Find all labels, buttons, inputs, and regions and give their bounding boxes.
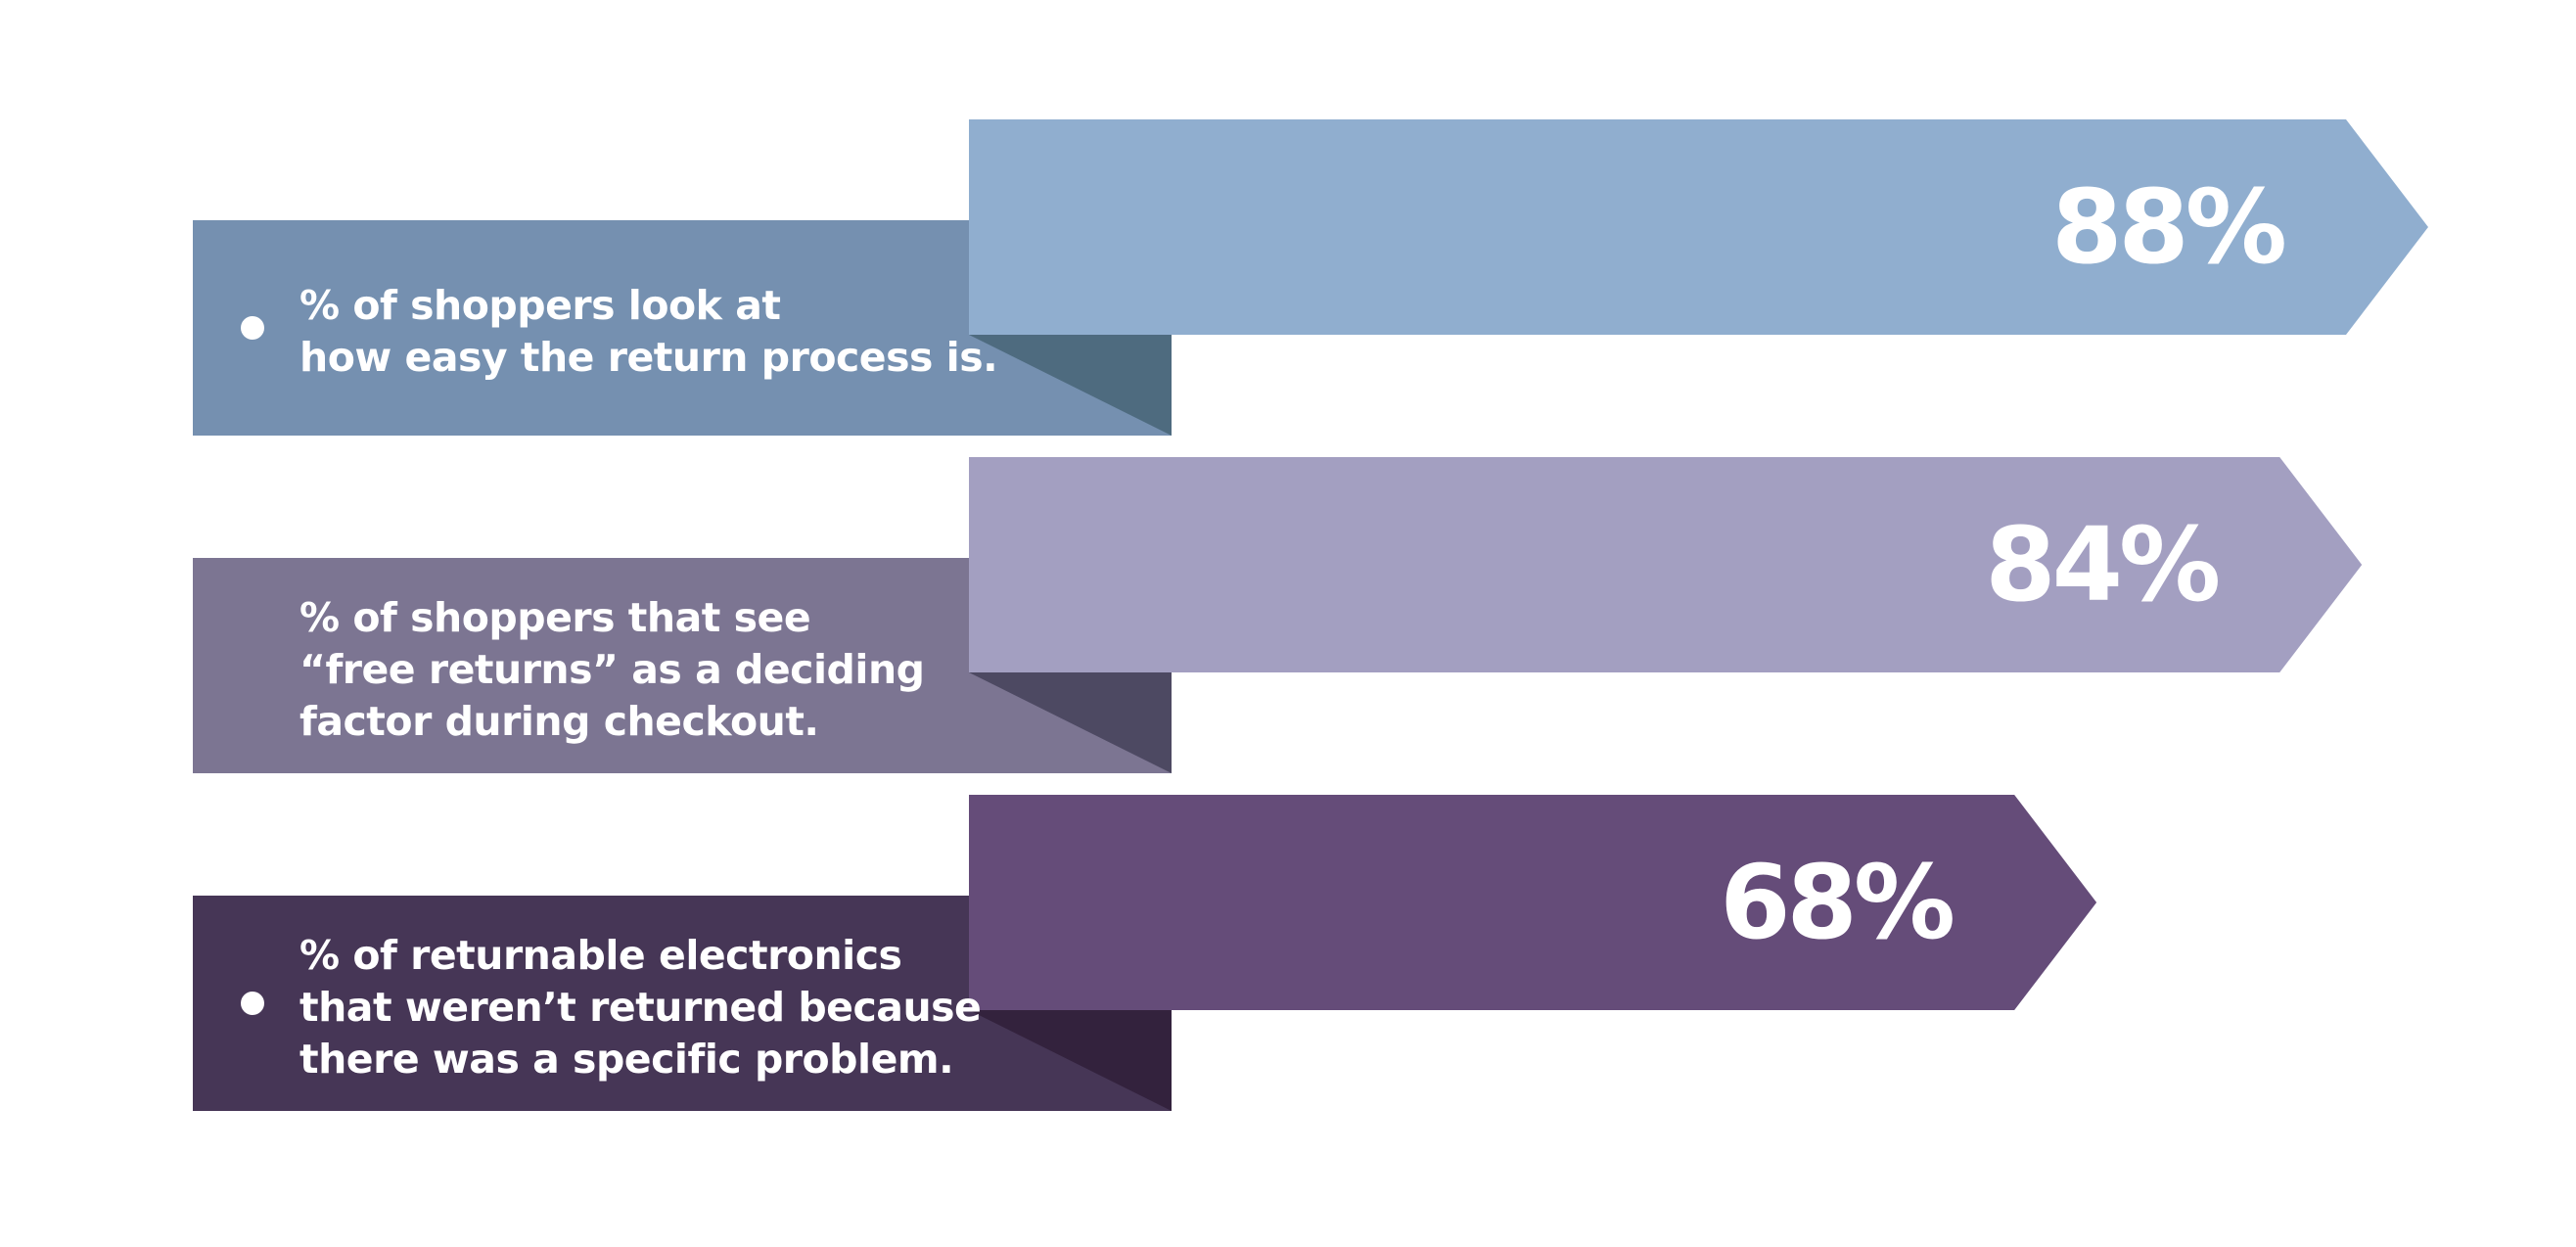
- value-label-2: 84%: [1985, 505, 2218, 624]
- value-label-1: 88%: [2051, 167, 2284, 287]
- category-label-line: there was a specific problem.: [299, 1035, 954, 1083]
- value-bar-1: [969, 119, 2428, 335]
- bar-group-1: 88%: [193, 119, 2428, 436]
- fold-shadow-3: [969, 1010, 1172, 1111]
- fold-shadow-1: [969, 335, 1172, 436]
- bar-group-3: 68%: [193, 795, 2097, 1111]
- category-label-2: % of shoppers that see “free returns” as …: [299, 592, 925, 748]
- value-bar-3: [969, 795, 2097, 1010]
- category-label-line: how easy the return process is.: [299, 334, 998, 381]
- category-label-line: that weren’t returned because: [299, 983, 982, 1031]
- category-label-line: % of shoppers that see: [299, 593, 811, 641]
- bullet-dot-icon: [241, 316, 264, 340]
- fold-shadow-2: [969, 672, 1172, 773]
- category-label-line: factor during checkout.: [299, 697, 819, 745]
- bar-group-2: 84%: [193, 457, 2363, 773]
- category-label-line: % of returnable electronics: [299, 931, 902, 979]
- value-bar-2: [969, 457, 2363, 672]
- bullet-dot-icon: [241, 992, 264, 1015]
- category-label-line: % of shoppers look at: [299, 282, 781, 329]
- category-label-1: % of shoppers look at how easy the return…: [299, 280, 998, 384]
- category-label-line: “free returns” as a deciding: [299, 645, 925, 693]
- value-label-3: 68%: [1720, 843, 1953, 962]
- category-label-3: % of returnable electronics that weren’t …: [299, 930, 982, 1085]
